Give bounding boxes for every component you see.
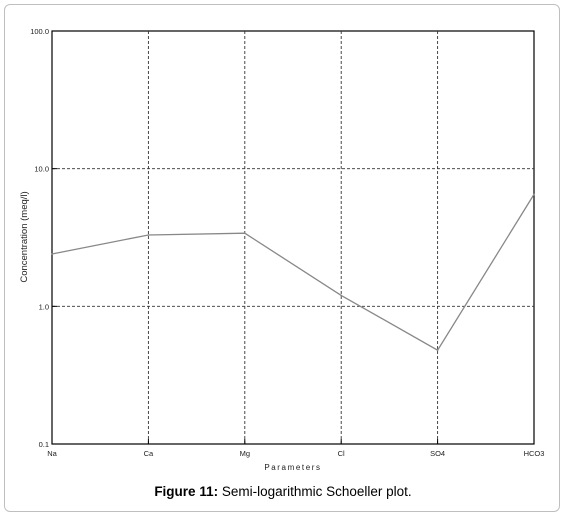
data-point bbox=[340, 294, 343, 297]
y-tick-label: 100.0 bbox=[30, 27, 49, 36]
data-point bbox=[533, 193, 535, 196]
y-axis-label: Concentration (meq/l) bbox=[19, 191, 30, 282]
series-layer bbox=[51, 193, 535, 352]
data-point bbox=[436, 349, 439, 352]
x-tick-label: HCO3 bbox=[524, 449, 545, 458]
plot-area bbox=[51, 30, 535, 445]
x-axis-label: Parameters bbox=[264, 463, 321, 472]
data-point bbox=[244, 232, 246, 234]
x-tick-label: Mg bbox=[240, 449, 250, 458]
y-tick-labels: 0.1 1.0 10.0 100.0 bbox=[30, 27, 57, 449]
grid-lines bbox=[52, 31, 534, 444]
x-tick-label: Cl bbox=[338, 449, 345, 458]
figure-caption-text: Semi-logarithmic Schoeller plot. bbox=[218, 484, 412, 499]
y-tick-label: 10.0 bbox=[34, 165, 49, 174]
data-point bbox=[51, 253, 53, 255]
figure-caption-label: Figure 11: bbox=[154, 484, 219, 499]
y-tick-label: 1.0 bbox=[39, 302, 49, 311]
x-tick-label: Ca bbox=[144, 449, 154, 458]
x-tick-label: Na bbox=[47, 449, 57, 458]
x-tick-label: SO4 bbox=[430, 449, 445, 458]
figure-caption: Figure 11: Semi-logarithmic Schoeller pl… bbox=[0, 484, 566, 499]
data-point bbox=[147, 234, 150, 236]
x-tick-labels: Na Ca Mg Cl SO4 HCO3 bbox=[47, 439, 544, 458]
series-line bbox=[51, 194, 535, 352]
y-tick-label: 0.1 bbox=[39, 440, 49, 449]
